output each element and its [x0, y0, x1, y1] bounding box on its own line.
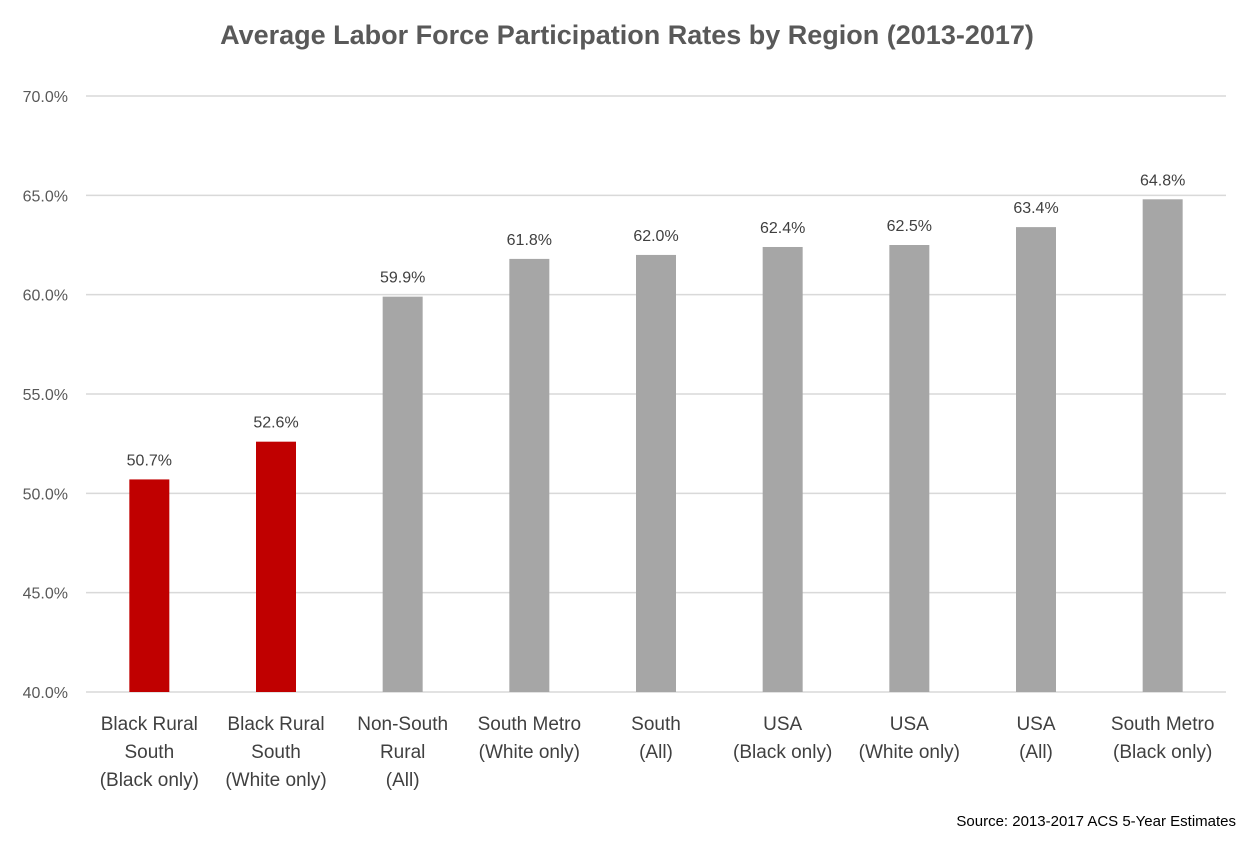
data-label: 52.6% — [253, 415, 298, 432]
bar — [889, 245, 930, 692]
y-tick-label: 65.0% — [23, 188, 68, 205]
bar — [1142, 199, 1183, 692]
data-label: 62.5% — [887, 218, 932, 235]
bars — [129, 199, 1183, 692]
category-label: USA (Black only) — [733, 714, 832, 763]
category-label: South Metro (Black only) — [1111, 714, 1215, 763]
bar — [256, 441, 296, 692]
y-tick-label: 60.0% — [23, 288, 68, 305]
y-tick-label: 50.0% — [23, 486, 68, 503]
data-label: 61.8% — [507, 232, 552, 249]
bar — [509, 258, 550, 692]
data-labels: 50.7% 52.6% 59.9% 61.8% 62.0% 62.4% 62.5% 63.4%… — [127, 172, 1186, 469]
bar — [129, 479, 170, 692]
y-tick-label: 55.0% — [23, 387, 68, 404]
bar — [1016, 227, 1056, 692]
chart-title: Average Labor Force Participation Rates … — [220, 20, 1034, 50]
y-tick-label: 45.0% — [23, 586, 68, 603]
data-label: 62.0% — [633, 228, 678, 245]
data-label: 62.4% — [760, 220, 805, 237]
bar — [762, 246, 803, 692]
data-label: 63.4% — [1013, 200, 1058, 217]
source-note: Source: 2013-2017 ACS 5-Year Estimates — [956, 813, 1236, 830]
data-label: 59.9% — [380, 270, 425, 287]
category-label: Black Rural South (White only) — [225, 714, 326, 791]
category-label: Non-South Rural (All) — [357, 714, 448, 791]
y-axis-ticks: 40.0% 45.0% 50.0% 55.0% 60.0% 65.0% 70.0% — [23, 89, 68, 702]
bar — [382, 296, 423, 692]
category-label: USA (White only) — [859, 714, 960, 763]
bar — [636, 254, 676, 692]
category-label: USA (All) — [1016, 714, 1055, 763]
category-label: South (All) — [631, 714, 681, 763]
data-label: 64.8% — [1140, 172, 1185, 189]
y-tick-label: 70.0% — [23, 89, 68, 106]
data-label: 50.7% — [127, 452, 172, 469]
y-tick-label: 40.0% — [23, 685, 68, 702]
category-label: South Metro (White only) — [478, 714, 582, 763]
category-label: Black Rural South (Black only) — [100, 714, 199, 791]
category-labels: Black Rural South (Black only) Black Rural S… — [100, 714, 1215, 791]
